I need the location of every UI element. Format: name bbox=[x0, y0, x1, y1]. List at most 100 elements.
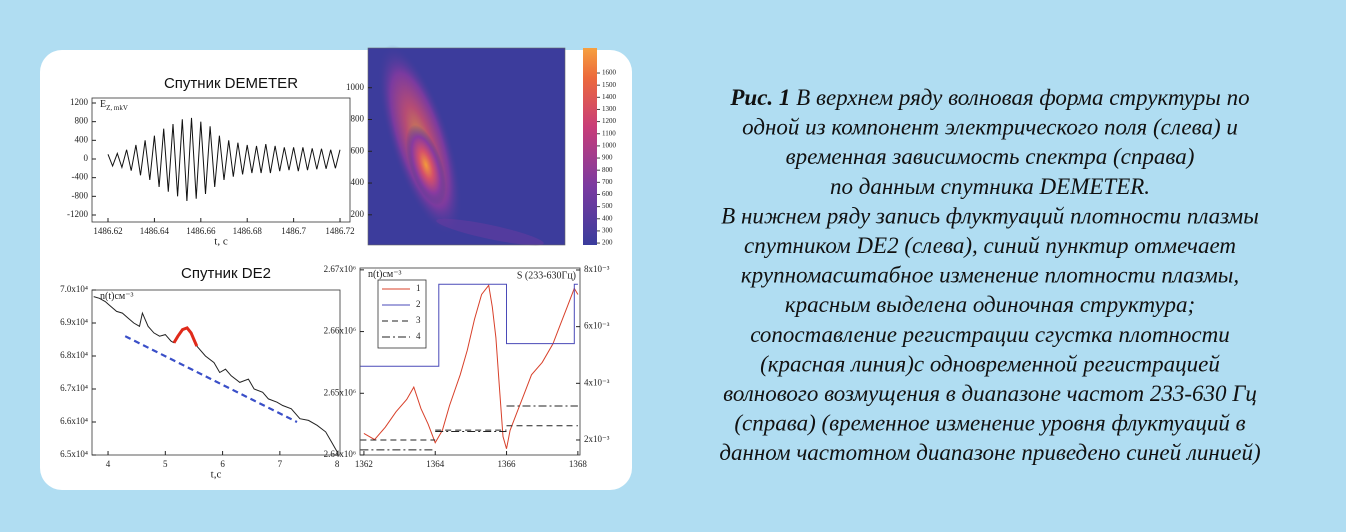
y-axis-label-main: E bbox=[100, 99, 106, 110]
caption-line: временная зависимость спектра (справа) bbox=[786, 144, 1195, 169]
x-tick-label: 1366 bbox=[498, 459, 517, 469]
plot-frame bbox=[367, 47, 566, 246]
caption-text: одной из компонент электрического поля (… bbox=[742, 115, 1238, 140]
caption-text: красным выделена одиночная структура; bbox=[785, 292, 1195, 317]
y-tick-label: 2.67x10⁶ bbox=[324, 264, 356, 274]
caption-line: крупномасштабное изменение плотности пла… bbox=[741, 263, 1239, 288]
x-tick-label: 1486.72 bbox=[325, 226, 354, 236]
colorbar bbox=[583, 48, 597, 245]
caption: Рис. 1 В верхнем ряду волновая форма стр… bbox=[719, 85, 1260, 465]
x-tick-label: 6 bbox=[220, 459, 225, 469]
y-axis-label-unit: , mkV bbox=[110, 104, 128, 112]
data-line bbox=[360, 405, 578, 451]
caption-label: Рис. 1 bbox=[729, 85, 790, 110]
x-tick-label: 5 bbox=[163, 459, 168, 469]
heatmap-core bbox=[405, 124, 447, 206]
caption-line: (красная линия)с одновременной регистрац… bbox=[760, 352, 1220, 377]
y-tick-label: 6.7x10⁴ bbox=[60, 383, 88, 393]
y-axis-label: n(t)см⁻³ bbox=[368, 269, 401, 280]
caption-text: (справа) (временное изменение уровня флу… bbox=[734, 411, 1245, 436]
caption-line: (справа) (временное изменение уровня флу… bbox=[734, 411, 1245, 436]
caption-text: сопоставление регистрации сгустка плотно… bbox=[750, 322, 1229, 347]
colorbar-label: 1200 bbox=[602, 117, 617, 125]
colorbar-label: 600 bbox=[602, 190, 613, 198]
plot-frame bbox=[91, 97, 351, 223]
y-tick-label: 400 bbox=[75, 134, 89, 144]
caption-text: крупномасштабное изменение плотности пла… bbox=[741, 263, 1239, 288]
colorbar-label: 800 bbox=[602, 166, 613, 174]
y2-axis-label: S (233-630Гц) bbox=[517, 270, 576, 281]
caption-text: В нижнем ряду запись флуктуаций плотност… bbox=[721, 204, 1259, 229]
y-tick-label: 8x10⁻³ bbox=[584, 264, 610, 274]
x-axis-label: t, c bbox=[214, 236, 228, 248]
caption-line: данном частотном диапазоне приведено син… bbox=[719, 440, 1260, 465]
colorbar-label: 1000 bbox=[602, 142, 617, 150]
colorbar-label: 1600 bbox=[602, 69, 617, 77]
data-line bbox=[172, 326, 199, 347]
caption-text: временная зависимость спектра (справа) bbox=[786, 144, 1195, 169]
caption-text: по данным спутника DEMETER. bbox=[830, 174, 1150, 199]
x-axis-label: t,c bbox=[211, 469, 222, 481]
caption-line: волнового возмущения в диапазоне частот … bbox=[723, 381, 1257, 406]
y-tick-label: 6.5x10⁴ bbox=[60, 449, 88, 459]
y-tick-label: 6.6x10⁴ bbox=[60, 416, 88, 426]
x-tick-label: 1368 bbox=[569, 459, 588, 469]
y-tick-label: 6.8x10⁴ bbox=[60, 350, 88, 360]
y-tick-label: -400 bbox=[72, 172, 89, 182]
caption-text: В верхнем ряду волновая форма структуры … bbox=[790, 85, 1249, 110]
panel-title: Спутник DEMETER bbox=[164, 75, 298, 92]
colorbar-label: 400 bbox=[602, 214, 613, 222]
caption-text: спутником DE2 (слева), синий пунктир отм… bbox=[744, 233, 1236, 258]
data-line bbox=[363, 284, 579, 449]
x-tick-label: 1486.64 bbox=[140, 226, 170, 236]
colorbar-label: 700 bbox=[602, 178, 613, 186]
y-tick-label: 2x10⁻³ bbox=[584, 434, 610, 444]
y-tick-label: 1200 bbox=[70, 97, 89, 107]
data-line bbox=[93, 296, 338, 452]
y-tick-label: 6.9x10⁴ bbox=[60, 317, 88, 327]
y-tick-label: 800 bbox=[75, 116, 89, 126]
legend-label: 2 bbox=[416, 299, 421, 309]
y-tick-label: 7.0x10⁴ bbox=[60, 284, 88, 294]
y-tick-label: 400 bbox=[351, 177, 365, 187]
colorbar-label: 1300 bbox=[602, 105, 617, 113]
x-tick-label: 4 bbox=[106, 459, 111, 469]
y-tick-label: 2.64x10⁶ bbox=[324, 449, 356, 459]
x-tick-label: 1362 bbox=[355, 459, 373, 469]
colorbar-label: 500 bbox=[602, 202, 613, 210]
caption-line: В нижнем ряду запись флуктуаций плотност… bbox=[721, 204, 1259, 229]
y-tick-label: 0 bbox=[84, 153, 89, 163]
y-tick-label: 2.65x10⁶ bbox=[324, 387, 356, 397]
panel-title: Спутник DE2 bbox=[181, 265, 271, 282]
caption-text: данном частотном диапазоне приведено син… bbox=[719, 440, 1260, 465]
y-tick-label: 600 bbox=[351, 145, 365, 155]
caption-line: по данным спутника DEMETER. bbox=[830, 174, 1150, 199]
y-axis-label-main: n(t)см⁻³ bbox=[368, 269, 401, 280]
heatmap-tail bbox=[436, 218, 544, 246]
colorbar-label: 300 bbox=[602, 227, 613, 235]
y-tick-label: -800 bbox=[72, 190, 89, 200]
x-tick-label: 1486.7 bbox=[281, 226, 306, 236]
y-axis-label-main: n(t)см⁻³ bbox=[100, 291, 133, 302]
x-tick-label: 1486.66 bbox=[186, 226, 216, 236]
y-tick-label: -1200 bbox=[67, 209, 88, 219]
y-tick-label: 200 bbox=[351, 209, 365, 219]
plot-frame bbox=[359, 267, 581, 456]
caption-line: красным выделена одиночная структура; bbox=[785, 292, 1195, 317]
y-axis-label: n(t)см⁻³ bbox=[100, 291, 133, 302]
x-tick-label: 1364 bbox=[426, 459, 445, 469]
waveform bbox=[107, 117, 341, 202]
data-line bbox=[360, 425, 578, 441]
y-tick-label: 800 bbox=[351, 114, 365, 124]
caption-text: волнового возмущения в диапазоне частот … bbox=[723, 381, 1257, 406]
colorbar-label: 200 bbox=[602, 239, 613, 247]
caption-line: сопоставление регистрации сгустка плотно… bbox=[750, 322, 1229, 347]
caption-line: Рис. 1 В верхнем ряду волновая форма стр… bbox=[729, 85, 1249, 110]
data-line bbox=[124, 335, 298, 423]
y-tick-label: 1000 bbox=[346, 82, 365, 92]
legend-label: 4 bbox=[416, 331, 421, 341]
x-tick-label: 1486.68 bbox=[233, 226, 263, 236]
spectrogram bbox=[368, 44, 565, 246]
caption-line: спутником DE2 (слева), синий пунктир отм… bbox=[744, 233, 1236, 258]
